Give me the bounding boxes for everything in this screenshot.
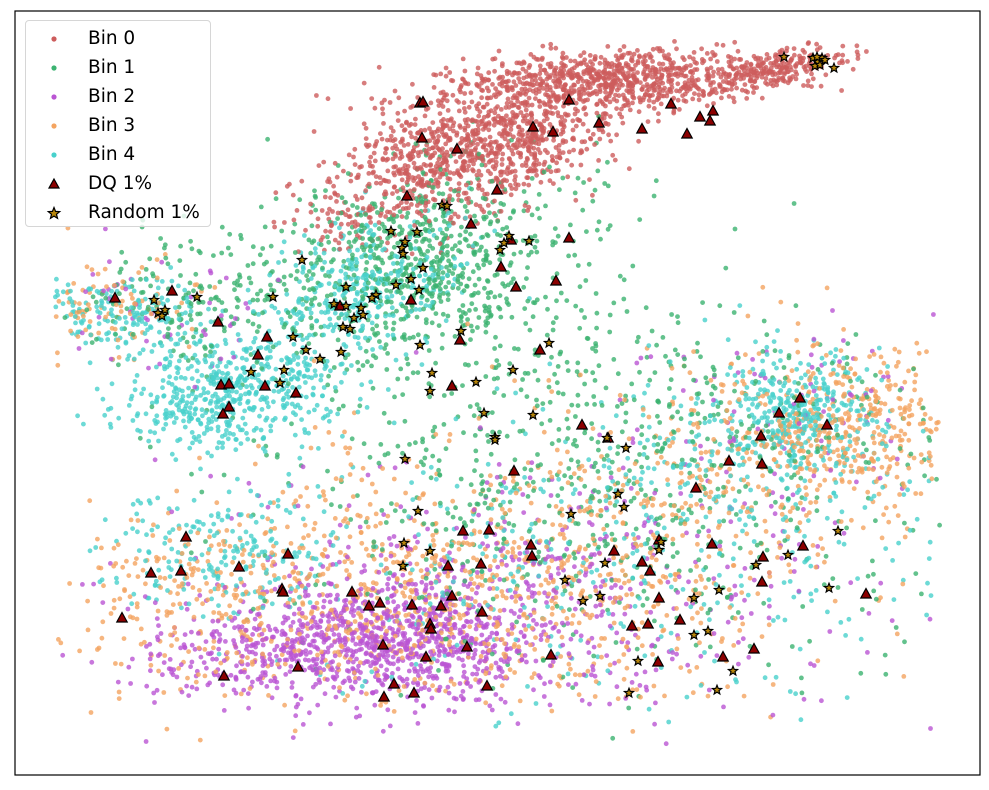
legend-label: Bin 3 <box>88 115 136 136</box>
legend-label: Bin 0 <box>88 28 136 49</box>
axes-frame <box>14 10 981 776</box>
legend-item-bin-3: Bin 3 <box>26 112 210 141</box>
circle-marker-icon <box>51 36 57 42</box>
legend-label: Bin 4 <box>88 144 136 165</box>
star-marker-icon <box>46 205 62 220</box>
circle-marker-icon <box>51 94 57 100</box>
legend-label: DQ 1% <box>88 173 153 194</box>
legend-label: Bin 1 <box>88 57 136 78</box>
circle-marker-icon <box>51 65 57 71</box>
legend-item-dq: DQ 1% <box>26 170 210 199</box>
legend-label: Bin 2 <box>88 86 136 107</box>
legend-label: Random 1% <box>88 202 200 223</box>
random-markers-layer <box>147 50 845 699</box>
legend-item-bin-0: Bin 0 <box>26 25 210 54</box>
legend: Bin 0 Bin 1 Bin 2 Bin 3 Bin 4 DQ 1% Rand… <box>25 20 211 227</box>
circle-marker-icon <box>51 152 57 158</box>
legend-item-bin-2: Bin 2 <box>26 83 210 112</box>
dq-markers-layer <box>108 93 873 702</box>
circle-marker-icon <box>51 123 57 129</box>
legend-item-bin-1: Bin 1 <box>26 54 210 83</box>
triangle-marker-icon <box>47 177 61 189</box>
legend-item-random: Random 1% <box>26 199 210 228</box>
legend-item-bin-4: Bin 4 <box>26 141 210 170</box>
